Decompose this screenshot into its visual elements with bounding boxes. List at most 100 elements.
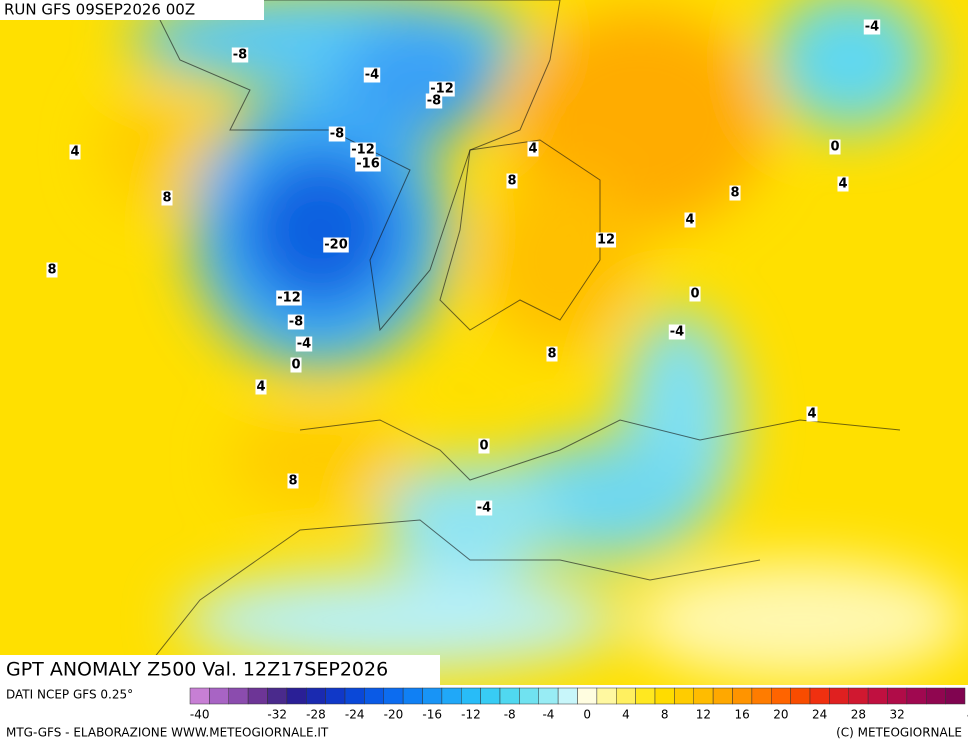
- contour-label: 8: [288, 474, 297, 489]
- colorbar-swatch: [654, 687, 675, 705]
- source-label: DATI NCEP GFS 0.25°: [6, 688, 133, 702]
- colorbar-swatch: [809, 687, 830, 705]
- contour-label-bg: [295, 336, 313, 352]
- contour-label-bg: [425, 93, 443, 109]
- colorbar-swatch: [732, 687, 753, 705]
- contour-label: 8: [730, 186, 739, 201]
- colorbar-tick-label: 20: [773, 708, 788, 722]
- contour-label-bg: [287, 473, 299, 489]
- colorbar-tick-label: -28: [306, 708, 326, 722]
- contour-label: 8: [547, 347, 556, 362]
- contour-label-bg: [323, 237, 349, 253]
- contour-label: 0: [690, 287, 699, 302]
- contour-label-bg: [161, 190, 173, 206]
- contour-label-bg: [837, 176, 849, 192]
- contour-label-bg: [69, 144, 81, 160]
- contour-label-bg: [684, 212, 696, 228]
- colorbar-tick-label: 32: [890, 708, 905, 722]
- contour-label: 0: [830, 140, 839, 155]
- contour-label-bg: [829, 139, 841, 155]
- contour-label: -4: [865, 20, 879, 35]
- colorbar-tick-label: 28: [851, 708, 866, 722]
- colorbar: -40 -32 -28 -24 -20 -16 -12 -8 -4 0 4 8 12 16 20 24 28 32…: [189, 687, 968, 722]
- contour-label-bg: [363, 67, 381, 83]
- contour-label-bg: [506, 173, 518, 189]
- colorbar-swatch: [480, 687, 501, 705]
- colorbar-swatch: [422, 687, 443, 705]
- colorbar-swatch: [926, 687, 946, 705]
- colorbar-swatch: [325, 687, 346, 705]
- colorbar-swatch: [693, 687, 714, 705]
- colorbar-swatch: [635, 687, 656, 705]
- colorbar-tick-label: 0: [583, 708, 591, 722]
- contour-label: 8: [162, 191, 171, 206]
- colorbar-tick-label: -20: [384, 708, 404, 722]
- colorbar-swatch: [848, 687, 869, 705]
- colorbar-swatch: [267, 687, 288, 705]
- colorbar-swatch: [751, 687, 772, 705]
- contour-label: 4: [838, 177, 847, 192]
- contour-label-bg: [478, 438, 490, 454]
- contour-label-bg: [689, 286, 701, 302]
- contour-label: 4: [256, 380, 265, 395]
- colorbar-tick-label: 12: [696, 708, 711, 722]
- anomaly-map: [0, 0, 968, 688]
- contour-label: 0: [479, 439, 488, 454]
- contour-label: 8: [47, 263, 56, 278]
- contour-label: -12: [351, 143, 375, 158]
- colorbar-swatch: [557, 687, 578, 705]
- contour-label: -8: [289, 315, 303, 330]
- run-label: RUN GFS 09SEP2026 00Z: [4, 1, 195, 19]
- contour-label-bg: [546, 346, 558, 362]
- colorbar-swatch: [616, 687, 636, 705]
- run-box: [0, 0, 264, 20]
- colorbar-swatch: [674, 687, 694, 705]
- contour-label-bg: [276, 290, 302, 306]
- colorbar-tick-label: -16: [422, 708, 442, 722]
- colorbar-swatch: [286, 687, 307, 705]
- colorbar-swatch: [247, 687, 268, 705]
- contour-label: -4: [477, 501, 491, 516]
- colorbar-swatch: [945, 687, 966, 705]
- title-box: [0, 655, 440, 685]
- colorbar-swatch: [712, 687, 733, 705]
- footer-left: MTG-GFS - ELABORAZIONE WWW.METEOGIORNALE…: [6, 726, 329, 740]
- contour-label: 4: [685, 213, 694, 228]
- colorbar-tick-label: 24: [812, 708, 827, 722]
- contour-label-bg: [328, 126, 346, 142]
- contour-label: -16: [356, 157, 380, 172]
- contour-label: 4: [70, 145, 79, 160]
- contour-label: -8: [330, 127, 344, 142]
- colorbar-swatch: [461, 687, 481, 705]
- contour-label: -12: [277, 291, 301, 306]
- contour-label: -4: [670, 325, 684, 340]
- contour-label: -8: [233, 48, 247, 63]
- contour-labels: -8-4-12-8-8-12-16-20-12-8-40484884812480…: [46, 19, 881, 516]
- colorbar-swatch: [189, 687, 210, 705]
- contour-label: 4: [807, 407, 816, 422]
- contour-label-bg: [231, 47, 249, 63]
- colorbar-tick-label: 8: [661, 708, 669, 722]
- colorbar-swatch: [867, 687, 888, 705]
- colorbar-swatch: [577, 687, 598, 705]
- colorbar-tick-label: -4: [542, 708, 554, 722]
- contour-label-bg: [527, 141, 539, 157]
- contour-label: 0: [291, 358, 300, 373]
- colorbar-swatch: [441, 687, 462, 705]
- colorbar-tick-label: -24: [345, 708, 365, 722]
- footer-right: (C) METEOGIORNALE: [836, 726, 962, 740]
- colorbar-swatch: [499, 687, 520, 705]
- contour-label: -4: [297, 337, 311, 352]
- colorbar-swatch: [519, 687, 539, 705]
- colorbar-swatch: [383, 687, 404, 705]
- contour-label-bg: [350, 142, 376, 158]
- colorbar-swatch: [596, 687, 617, 705]
- contour-label: 4: [528, 142, 537, 157]
- colorbar-swatch: [906, 687, 927, 705]
- colorbar-tick-label: -32: [267, 708, 287, 722]
- contour-label: 8: [507, 174, 516, 189]
- colorbar-swatch: [538, 687, 559, 705]
- colorbar-swatch: [209, 687, 229, 705]
- colorbar-tick-label: -8: [504, 708, 516, 722]
